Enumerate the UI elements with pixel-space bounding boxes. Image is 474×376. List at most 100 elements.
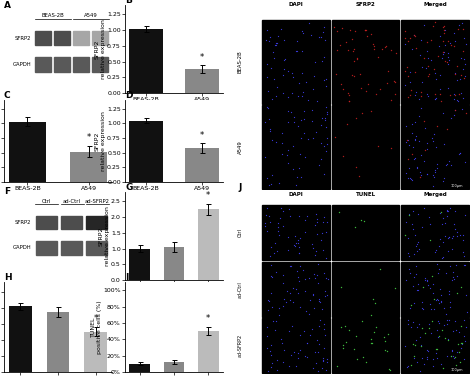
Bar (35, 57, 51, 71)
Bar (61, 241, 82, 255)
Bar (164, 362, 184, 372)
Point (284, 234, 292, 240)
Point (415, 113, 423, 119)
Point (294, 123, 301, 129)
Point (313, 219, 320, 225)
Point (422, 124, 429, 130)
Point (384, 331, 392, 337)
Point (304, 97, 311, 103)
Text: B: B (125, 0, 132, 5)
Point (441, 58, 449, 64)
Point (408, 151, 416, 157)
Point (446, 304, 454, 310)
Point (429, 172, 437, 178)
Point (451, 92, 458, 98)
Point (424, 63, 432, 69)
Point (272, 40, 280, 46)
Point (417, 368, 424, 374)
Point (418, 105, 425, 111)
Point (301, 229, 309, 235)
Point (371, 329, 378, 335)
Text: *: * (94, 314, 98, 323)
Point (450, 276, 457, 282)
Point (431, 70, 438, 76)
Point (339, 86, 347, 92)
Point (264, 88, 272, 94)
Point (360, 218, 368, 224)
Text: F: F (4, 187, 10, 196)
Bar (332, 105, 400, 189)
Point (434, 53, 442, 59)
Point (286, 206, 293, 212)
Point (438, 299, 445, 305)
Point (266, 128, 273, 134)
Y-axis label: SFRP2
relative expression: SFRP2 relative expression (94, 111, 106, 171)
Point (404, 363, 412, 369)
Point (404, 175, 411, 181)
Point (410, 226, 417, 232)
Point (414, 287, 421, 293)
Point (405, 212, 413, 218)
Point (420, 361, 428, 367)
Y-axis label: TUNEL
positive cells (%): TUNEL positive cells (%) (91, 300, 102, 354)
Bar (54, 31, 70, 45)
Text: H: H (4, 273, 12, 282)
Point (416, 174, 423, 180)
Point (463, 323, 470, 329)
Point (419, 305, 427, 311)
Bar (401, 205, 469, 261)
Point (455, 329, 463, 335)
Point (380, 334, 387, 340)
Point (450, 96, 457, 102)
Point (451, 107, 458, 113)
Point (272, 268, 280, 274)
Point (293, 38, 301, 44)
Point (453, 64, 461, 70)
Point (411, 119, 419, 125)
Point (265, 213, 273, 219)
Point (424, 92, 432, 99)
Point (295, 250, 303, 256)
Point (424, 146, 431, 152)
Point (301, 217, 309, 223)
Point (449, 274, 456, 280)
Bar (9, 306, 32, 372)
Point (420, 55, 428, 61)
Point (429, 138, 437, 144)
Point (295, 278, 302, 284)
Point (427, 58, 435, 64)
Point (280, 37, 287, 43)
Point (302, 308, 310, 314)
Point (410, 156, 418, 162)
Point (305, 311, 313, 317)
Bar (129, 249, 150, 280)
Point (390, 78, 397, 84)
Bar (86, 241, 107, 255)
Point (301, 288, 309, 294)
Point (443, 353, 451, 359)
Text: 100μm: 100μm (451, 368, 463, 372)
Point (420, 158, 428, 164)
Point (433, 123, 441, 129)
Point (439, 254, 447, 260)
Point (405, 165, 413, 171)
Text: ad-Ctrl: ad-Ctrl (63, 199, 81, 204)
Point (367, 312, 375, 318)
Point (391, 91, 399, 97)
Point (277, 215, 284, 221)
Point (432, 247, 440, 253)
Point (279, 280, 287, 286)
Point (268, 274, 276, 280)
Text: ad-Ctrl: ad-Ctrl (238, 281, 243, 298)
Point (322, 148, 329, 154)
Point (387, 367, 394, 373)
Point (420, 21, 428, 27)
Point (287, 352, 295, 358)
Point (404, 73, 412, 79)
Point (322, 124, 330, 130)
Point (420, 205, 428, 211)
Point (296, 165, 303, 171)
Point (424, 278, 431, 284)
Point (316, 162, 323, 168)
Point (356, 71, 364, 77)
